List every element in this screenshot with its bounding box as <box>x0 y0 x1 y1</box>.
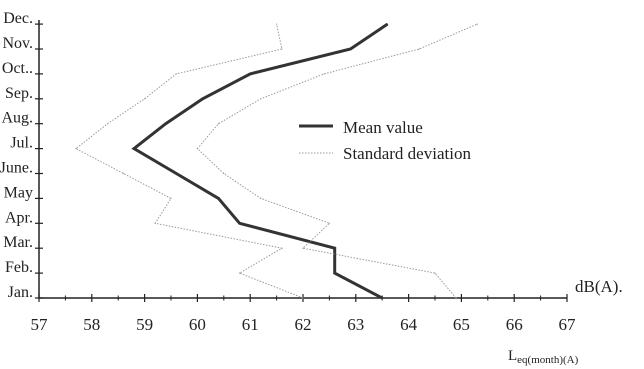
mean-point <box>202 98 204 100</box>
x-tick-label: 67 <box>559 315 577 334</box>
tick-labels: 57 58 59 60 61 62 63 64 65 66 67 Jan. Feb. Mar. Apr. Ma… <box>0 10 576 334</box>
std-dev-point <box>281 48 283 50</box>
y-tick-label: Dec. <box>3 10 33 27</box>
y-tick-label: June. <box>0 160 33 177</box>
y-tick-label: Jan. <box>8 284 33 301</box>
x-axis-label-sub: eq(month)(A) <box>517 354 578 366</box>
std-dev-point <box>196 148 198 150</box>
mean-point <box>175 172 177 175</box>
legend: Mean value Standard deviation <box>299 118 471 163</box>
mean-point <box>334 272 336 274</box>
legend-mean-label: Mean value <box>343 118 423 137</box>
unit-label: dB(A). <box>575 277 623 296</box>
mean-point <box>165 123 167 125</box>
std-dev-point <box>418 48 420 50</box>
y-tick-label: Jul. <box>10 135 33 152</box>
series-std-dev-line <box>75 23 304 299</box>
legend-std-label: Standard deviation <box>343 144 471 163</box>
x-axis-label: Leq(month)(A) <box>508 348 579 366</box>
mean-point <box>349 48 352 50</box>
y-tick-label: Nov. <box>2 35 33 52</box>
mean-point <box>381 297 383 299</box>
y-tick-label: Feb. <box>5 259 33 276</box>
x-tick-label: 64 <box>400 315 418 334</box>
mean-point <box>133 148 135 150</box>
y-tick-label: Mar. <box>3 234 33 251</box>
std-dev-point <box>260 197 262 199</box>
std-dev-point <box>328 222 330 224</box>
series-std-dev-line <box>196 23 478 299</box>
y-tick-label: Aug. <box>1 110 33 127</box>
mean-point <box>334 247 336 249</box>
x-tick-label: 61 <box>242 315 259 334</box>
series-layer <box>75 22 478 300</box>
y-tick-label: May <box>4 184 33 201</box>
x-tick-label: 66 <box>506 315 523 334</box>
x-tick-label: 65 <box>453 315 470 334</box>
std-dev-point <box>217 123 220 125</box>
x-tick-label: 62 <box>295 315 312 334</box>
std-dev-point <box>281 247 283 249</box>
std-dev-point <box>260 98 262 100</box>
std-dev-point <box>302 247 304 249</box>
std-dev-point <box>144 98 146 100</box>
std-dev-point <box>122 172 125 175</box>
std-dev-point <box>455 297 457 299</box>
std-dev-point <box>434 272 436 274</box>
y-tick-label: Sep. <box>5 85 33 102</box>
std-dev-point <box>154 222 156 224</box>
y-tick-label: Apr. <box>5 209 33 226</box>
std-dev-point <box>276 23 278 25</box>
std-dev-point <box>323 73 325 75</box>
y-tick-label: Oct.. <box>2 60 33 77</box>
std-dev-point <box>75 148 77 150</box>
std-dev-point <box>223 172 225 175</box>
std-dev-point <box>302 297 304 299</box>
std-dev-point <box>175 73 177 75</box>
std-dev-point <box>476 23 478 25</box>
x-tick-label: 59 <box>136 315 153 334</box>
x-tick-label: 57 <box>31 315 49 334</box>
x-tick-label: 63 <box>347 315 364 334</box>
std-dev-point <box>239 272 241 274</box>
mean-point <box>249 73 251 75</box>
mean-point <box>386 23 389 25</box>
mean-point <box>217 197 220 199</box>
mean-point <box>239 222 241 224</box>
std-dev-point <box>107 123 109 125</box>
x-tick-label: 60 <box>189 315 206 334</box>
x-tick-label: 58 <box>83 315 100 334</box>
std-dev-point <box>170 197 172 199</box>
x-axis-label-main: L <box>508 348 517 364</box>
series-mean-line <box>131 22 389 300</box>
